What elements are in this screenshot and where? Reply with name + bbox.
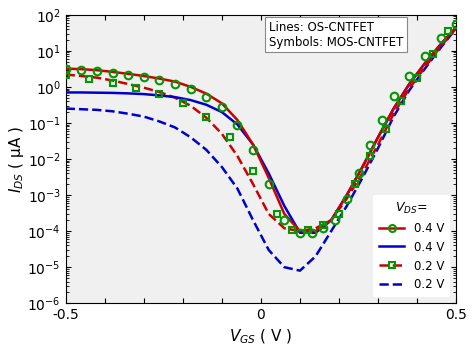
Text: Lines: OS-CNTFET
Symbols: MOS-CNTFET: Lines: OS-CNTFET Symbols: MOS-CNTFET <box>269 20 403 48</box>
Y-axis label: $I_{DS}$ ( μA ): $I_{DS}$ ( μA ) <box>7 125 26 193</box>
Legend: 0.4 V, 0.4 V, 0.2 V, 0.2 V: 0.4 V, 0.4 V, 0.2 V, 0.2 V <box>373 195 450 297</box>
X-axis label: $V_{GS}$ ( V ): $V_{GS}$ ( V ) <box>229 328 292 346</box>
